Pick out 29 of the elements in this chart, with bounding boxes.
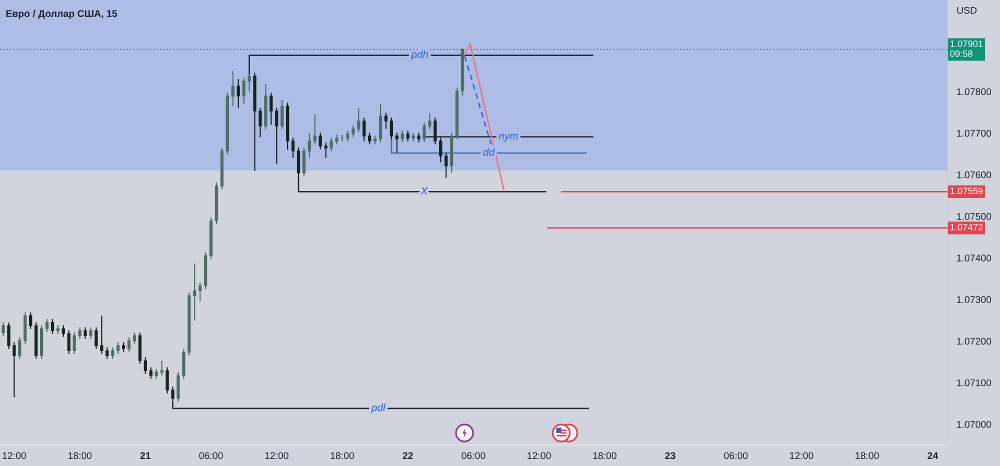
x-tick-label: 24 — [928, 452, 938, 459]
ref-line-label: 1.07901 09:58 — [950, 40, 983, 57]
x-tick-label: 22 — [402, 452, 413, 459]
text: Евро / Доллар США, 15 — [6, 10, 118, 19]
y-tick-label: 1.07200 — [957, 338, 992, 345]
x-tick-label: 18:00 — [330, 452, 354, 460]
y-tick-label: 1.07800 — [957, 88, 992, 96]
x-tick-label: 06:00 — [462, 452, 486, 460]
x-tick-label: 12:00 — [2, 452, 26, 460]
x-tick-label: 12:00 — [790, 452, 814, 460]
y-tick-label: 1.07100 — [957, 379, 992, 386]
y-tick-label: 1.07700 — [957, 130, 992, 137]
data-label: 1.07472 — [950, 224, 983, 230]
y-tick-label: 1.07500 — [957, 212, 992, 220]
y-tick-label: 1.07600 — [957, 171, 992, 178]
data-label: 1.07559 — [950, 188, 983, 194]
y-axis-title: USD — [957, 6, 977, 14]
y-tick-label: 1.07400 — [957, 254, 992, 262]
x-tick-label: 18:00 — [593, 452, 616, 460]
x-tick-label: 12:00 — [265, 452, 288, 460]
x-tick-label: 06:00 — [724, 452, 748, 460]
x-tick-label: 23 — [665, 452, 676, 460]
y-tick-label: 1.07300 — [957, 296, 992, 304]
x-tick-label: 18:00 — [68, 452, 92, 460]
x-tick-label: 12:00 — [528, 452, 551, 460]
x-tick-label: 18:00 — [856, 452, 879, 460]
y-tick-label: 1.07000 — [957, 420, 992, 428]
x-tick-label: 21 — [140, 452, 151, 459]
x-tick-label: 06:00 — [199, 452, 223, 460]
